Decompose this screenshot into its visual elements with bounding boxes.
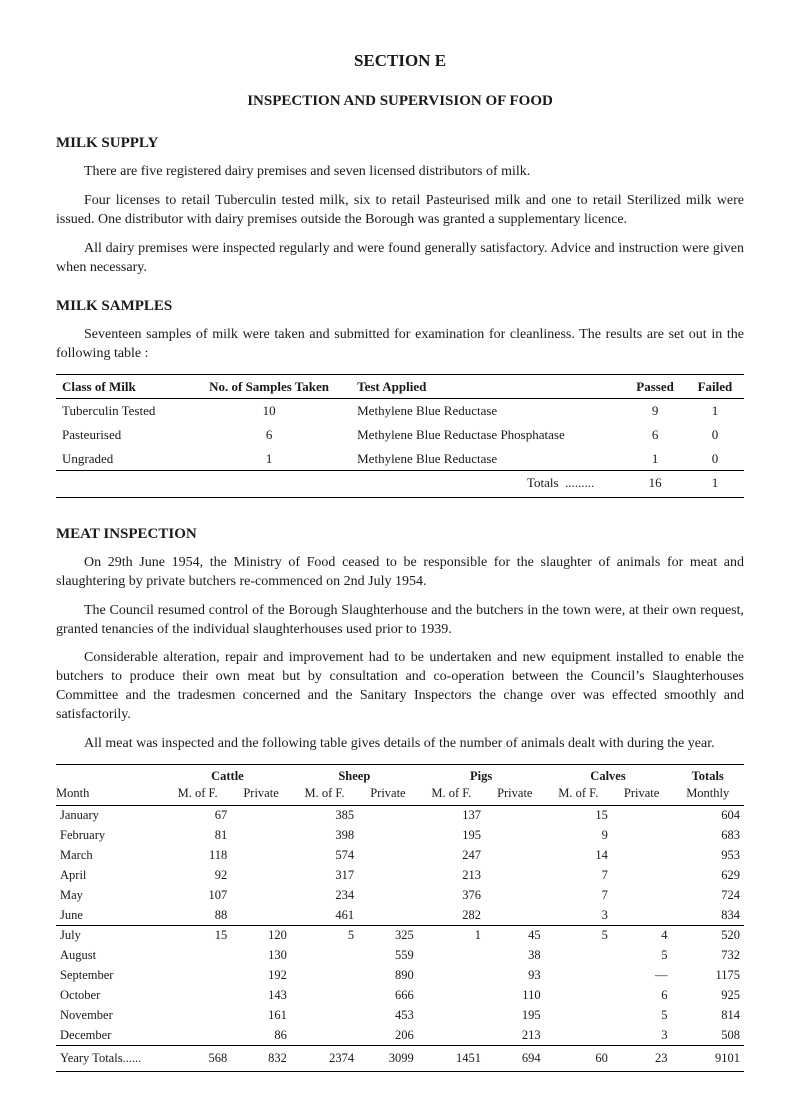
milk-supply-para2: Four licenses to retail Tuberculin teste… [56,192,744,230]
sub-priv: Private [231,785,291,805]
sub-mof: M. of F. [291,785,358,805]
table-row: May 1072343767724 [56,885,744,905]
table-row: November 1614531955814 [56,1005,744,1025]
table-row: July 15120532514554520 [56,925,744,945]
table-row: October 1436661106925 [56,986,744,1006]
meat-inspection-heading: MEAT INSPECTION [56,524,744,544]
table-row: March 11857424714953 [56,845,744,865]
table-row: Tuberculin Tested10Methylene Blue Reduct… [56,399,744,423]
table-row: April 923172137629 [56,865,744,885]
meat-para4: All meat was inspected and the following… [56,735,744,754]
sub-mof: M. of F. [418,785,485,805]
table-row: January 6738513715604 [56,805,744,825]
milk-samples-para1: Seventeen samples of milk were taken and… [56,326,744,364]
yearly-totals-row: Yeary Totals......5688322374309914516946… [56,1046,744,1072]
meat-para1: On 29th June 1954, the Ministry of Food … [56,554,744,592]
sub-priv: Private [358,785,418,805]
col-class: Class of Milk [56,374,187,399]
meat-para3: Considerable alteration, repair and impr… [56,649,744,725]
sub-mof: M. of F. [545,785,612,805]
milk-supply-para1: There are five registered dairy premises… [56,163,744,182]
col-sheep: Sheep [291,764,418,784]
col-cattle: Cattle [164,764,291,784]
col-test: Test Applied [351,374,624,399]
milk-supply-heading: MILK SUPPLY [56,133,744,153]
col-no-taken: No. of Samples Taken [187,374,351,399]
meat-inspection-table: Cattle Sheep Pigs Calves Totals Month M.… [56,764,744,1072]
milk-samples-heading: MILK SAMPLES [56,296,744,316]
sub-priv: Private [612,785,672,805]
col-pigs: Pigs [418,764,545,784]
totals-row: Totals .........161 [56,471,744,495]
section-subtitle: INSPECTION AND SUPERVISION OF FOOD [56,91,744,111]
table-row: June 884612823834 [56,905,744,925]
meat-para2: The Council resumed control of the Borou… [56,602,744,640]
milk-supply-para3: All dairy premises were inspected regula… [56,240,744,278]
sub-priv: Private [485,785,545,805]
milk-samples-table: Class of Milk No. of Samples Taken Test … [56,374,744,498]
col-calves: Calves [545,764,672,784]
sub-mof: M. of F. [164,785,231,805]
col-failed: Failed [686,374,744,399]
col-passed: Passed [624,374,686,399]
table-row: September 19289093—1175 [56,966,744,986]
section-title: SECTION E [56,50,744,73]
table-row: August 130559385732 [56,946,744,966]
col-totals: Totals [671,764,744,784]
table-row: February 813981959683 [56,826,744,846]
sub-monthly: Monthly [671,785,744,805]
table-row: December 862062133508 [56,1025,744,1045]
table-row: Pasteurised6Methylene Blue Reductase Pho… [56,423,744,447]
col-month: Month [56,785,164,805]
table-row: Ungraded1Methylene Blue Reductase10 [56,447,744,471]
